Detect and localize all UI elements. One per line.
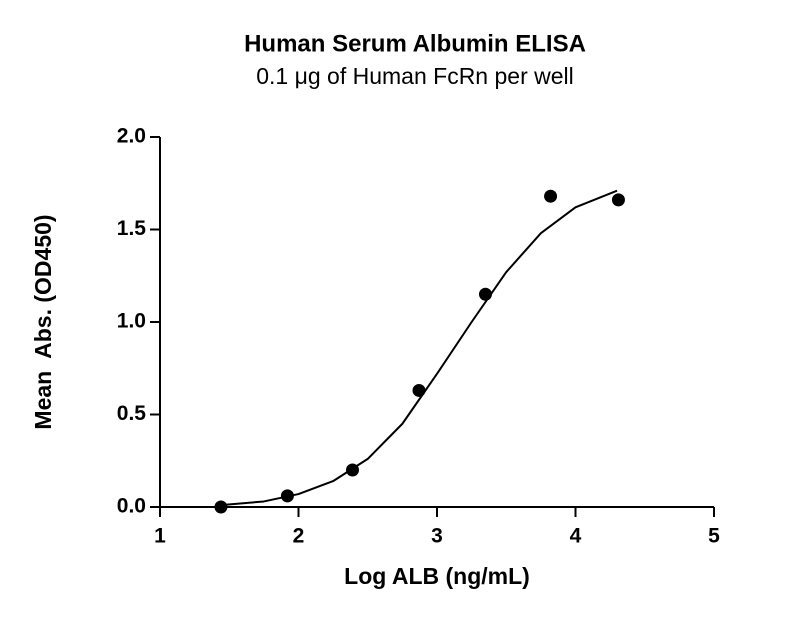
y-axis-label: Mean Abs. (OD450)	[30, 214, 56, 429]
x-axis-label: Log ALB (ng/mL)	[344, 563, 530, 589]
data-point	[214, 500, 228, 514]
x-tick-label: 2	[293, 525, 305, 548]
x-tick-label: 4	[570, 525, 582, 548]
data-point	[611, 193, 625, 207]
data-point	[544, 189, 558, 203]
y-tick-label: 1.5	[117, 217, 147, 240]
y-tick-label: 0.5	[117, 402, 147, 425]
chart-subtitle: 0.1 μg of Human FcRn per well	[256, 63, 574, 89]
y-tick-label: 2.0	[117, 125, 146, 148]
y-tick-label: 1.0	[117, 310, 146, 333]
x-tick-label: 3	[431, 525, 443, 548]
chart-title: Human Serum Albumin ELISA	[244, 30, 586, 57]
x-tick-label: 5	[708, 525, 720, 548]
fit-curve	[220, 189, 618, 507]
data-point	[412, 383, 426, 397]
y-tick-label: 0.0	[117, 495, 146, 518]
x-tick-label: 1	[154, 525, 166, 548]
